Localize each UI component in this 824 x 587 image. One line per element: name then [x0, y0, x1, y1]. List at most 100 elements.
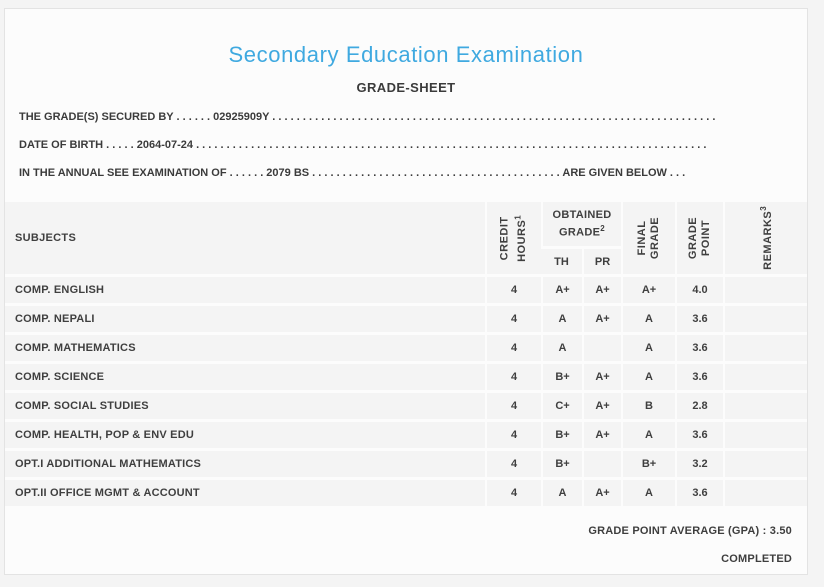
subject-cell: COMP. HEALTH, POP & ENV EDU	[5, 422, 485, 448]
subject-cell: COMP. MATHEMATICS	[5, 335, 485, 361]
subjects-label: SUBJECTS	[15, 232, 77, 244]
th-grade-cell: A	[541, 335, 582, 361]
grade-point-cell: 3.6	[675, 422, 723, 448]
column-header-obtained-grade: OBTAINED GRADE2	[541, 202, 621, 246]
credit-label-line1: CREDIT	[498, 216, 511, 260]
table-row: COMP. SOCIAL STUDIES 4 C+ A+ B 2.8	[5, 393, 807, 419]
grade-point-rotated-label: GRADE POINT	[687, 217, 713, 259]
final-label-line2: GRADE	[648, 216, 661, 260]
grade-point-cell: 2.8	[675, 393, 723, 419]
column-header-remarks: REMARKS3	[723, 202, 807, 274]
page-title: Secondary Education Examination	[228, 42, 584, 67]
candidate-info: THE GRADE(S) SECURED BY . . . . . . 0292…	[5, 103, 807, 187]
credit-hours-cell: 4	[485, 277, 541, 303]
pr-grade-cell	[582, 451, 621, 477]
grade-point-cell: 3.2	[675, 451, 723, 477]
grade-point-label-line2: POINT	[699, 219, 712, 257]
remarks-cell	[723, 335, 807, 361]
pr-grade-cell: A+	[582, 364, 621, 390]
subject-cell: COMP. SCIENCE	[5, 364, 485, 390]
grade-point-cell: 3.6	[675, 306, 723, 332]
obtained-label-line2: GRADE	[559, 226, 601, 239]
remarks-cell	[723, 306, 807, 332]
credit-hours-superscript: 1	[513, 214, 523, 220]
gpa-label: GRADE POINT AVERAGE (GPA) :	[588, 525, 767, 537]
remarks-superscript: 3	[759, 205, 769, 211]
summary-footer: GRADE POINT AVERAGE (GPA) : 3.50 COMPLET…	[5, 525, 807, 565]
pr-grade-cell: A+	[582, 480, 621, 506]
column-header-final-grade: FINAL GRADE	[621, 202, 675, 274]
th-grade-cell: C+	[541, 393, 582, 419]
completion-status: COMPLETED	[721, 553, 792, 565]
table-row: OPT.II OFFICE MGMT & ACCOUNT 4 A A+ A 3.…	[5, 480, 807, 506]
subject-cell: OPT.II OFFICE MGMT & ACCOUNT	[5, 480, 485, 506]
column-header-pr: PR	[582, 246, 621, 274]
table-row: OPT.I ADDITIONAL MATHEMATICS 4 B+ B+ 3.2	[5, 451, 807, 477]
final-grade-cell: A	[621, 306, 675, 332]
info-line-examination-year: IN THE ANNUAL SEE EXAMINATION OF . . . .…	[19, 167, 686, 179]
grade-sheet-card: Secondary Education Examination GRADE-SH…	[4, 8, 808, 575]
subject-cell: OPT.I ADDITIONAL MATHEMATICS	[5, 451, 485, 477]
th-grade-cell: B+	[541, 451, 582, 477]
credit-hours-cell: 4	[485, 306, 541, 332]
gpa-line: GRADE POINT AVERAGE (GPA) : 3.50	[5, 525, 792, 537]
final-grade-cell: A	[621, 480, 675, 506]
column-header-th: TH	[541, 246, 582, 274]
th-grade-cell: A	[541, 480, 582, 506]
credit-hours-cell: 4	[485, 393, 541, 419]
table-header: SUBJECTS CREDIT HOURS1 OBTAINED GRADE2 T…	[5, 202, 807, 274]
pr-grade-cell: A+	[582, 422, 621, 448]
page-subtitle: GRADE-SHEET	[356, 80, 456, 95]
th-grade-cell: A	[541, 306, 582, 332]
final-grade-cell: A+	[621, 277, 675, 303]
credit-hours-cell: 4	[485, 335, 541, 361]
remarks-cell	[723, 364, 807, 390]
th-grade-cell: A+	[541, 277, 582, 303]
final-label-line1: FINAL	[635, 220, 648, 256]
column-header-grade-point: GRADE POINT	[675, 202, 723, 274]
credit-hours-cell: 4	[485, 364, 541, 390]
grade-point-cell: 3.6	[675, 335, 723, 361]
pr-grade-cell: A+	[582, 277, 621, 303]
final-grade-cell: B	[621, 393, 675, 419]
remarks-rotated-label: REMARKS3	[757, 206, 775, 270]
table-row: COMP. MATHEMATICS 4 A A 3.6	[5, 335, 807, 361]
pr-grade-cell: A+	[582, 393, 621, 419]
info-line-date-of-birth: DATE OF BIRTH . . . . . 2064-07-24 . . .…	[19, 139, 707, 151]
grade-point-cell: 4.0	[675, 277, 723, 303]
final-grade-cell: A	[621, 422, 675, 448]
pr-grade-cell: A+	[582, 306, 621, 332]
final-grade-cell: A	[621, 335, 675, 361]
final-grade-rotated-label: FINAL GRADE	[636, 217, 662, 259]
obtained-grade-superscript: 2	[600, 224, 605, 234]
remarks-cell	[723, 277, 807, 303]
remarks-cell	[723, 451, 807, 477]
credit-hours-cell: 4	[485, 451, 541, 477]
credit-hours-rotated-label: CREDIT HOURS1	[499, 214, 530, 261]
pr-grade-cell	[582, 335, 621, 361]
final-grade-cell: B+	[621, 451, 675, 477]
pr-label: PR	[594, 255, 611, 268]
info-line-grades-secured-by: THE GRADE(S) SECURED BY . . . . . . 0292…	[19, 111, 716, 123]
subject-cell: COMP. NEPALI	[5, 306, 485, 332]
grade-point-cell: 3.6	[675, 480, 723, 506]
obtained-label-line1: OBTAINED	[552, 209, 612, 222]
table-row: COMP. NEPALI 4 A A+ A 3.6	[5, 306, 807, 332]
table-row: COMP. SCIENCE 4 B+ A+ A 3.6	[5, 364, 807, 390]
th-grade-cell: B+	[541, 364, 582, 390]
grade-table: SUBJECTS CREDIT HOURS1 OBTAINED GRADE2 T…	[5, 202, 807, 506]
remarks-label: REMARKS	[761, 210, 774, 271]
credit-label-line2: HOURS	[516, 219, 529, 262]
column-header-subjects: SUBJECTS	[5, 202, 485, 274]
remarks-cell	[723, 480, 807, 506]
table-row: COMP. ENGLISH 4 A+ A+ A+ 4.0	[5, 277, 807, 303]
credit-hours-cell: 4	[485, 422, 541, 448]
credit-hours-cell: 4	[485, 480, 541, 506]
th-grade-cell: B+	[541, 422, 582, 448]
remarks-cell	[723, 393, 807, 419]
column-header-credit-hours: CREDIT HOURS1	[485, 202, 541, 274]
subject-cell: COMP. ENGLISH	[5, 277, 485, 303]
table-row: COMP. HEALTH, POP & ENV EDU 4 B+ A+ A 3.…	[5, 422, 807, 448]
th-label: TH	[554, 255, 569, 268]
remarks-cell	[723, 422, 807, 448]
